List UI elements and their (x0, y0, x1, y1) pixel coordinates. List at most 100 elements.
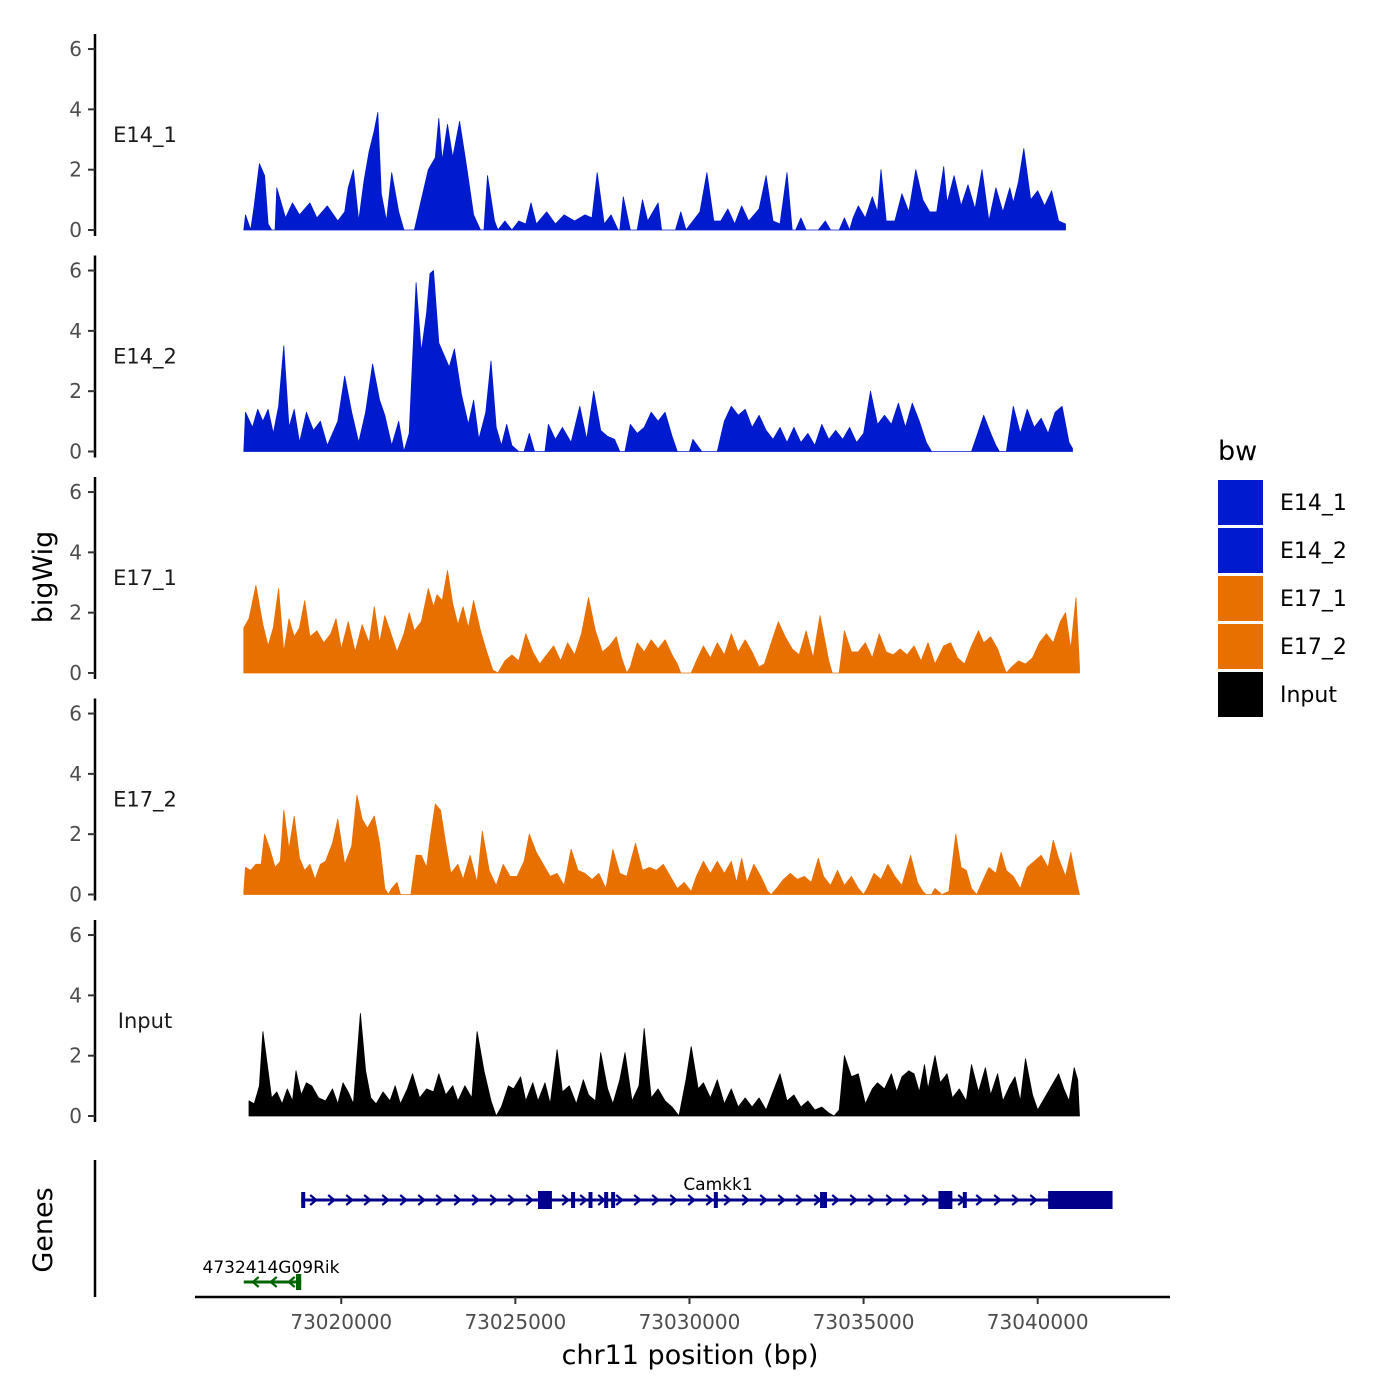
signal-area (243, 112, 1066, 231)
strand-arrow (741, 1194, 750, 1206)
strand-arrow (287, 1276, 296, 1288)
legend-label: E17_1 (1280, 587, 1347, 612)
gene-track: Camkk1 4732414G09Rik (93, 1160, 1113, 1297)
strand-arrow (993, 1194, 1002, 1206)
strand-arrow (525, 1194, 534, 1206)
strand-arrow (867, 1194, 876, 1206)
y-axis-title: bigWig (28, 531, 59, 624)
strand-arrow (687, 1194, 696, 1206)
signal-area (243, 794, 1080, 895)
strand-arrow (1011, 1194, 1020, 1206)
strand-arrow (507, 1194, 516, 1206)
gene-exon (820, 1192, 828, 1208)
x-tick-label: 73030000 (639, 1310, 741, 1334)
strand-arrow (471, 1194, 480, 1206)
strand-arrow (417, 1194, 426, 1206)
x-tick-label: 73035000 (813, 1310, 915, 1334)
strand-arrow (453, 1194, 462, 1206)
gene-name-label: Camkk1 (683, 1175, 752, 1195)
x-tick-label: 73040000 (987, 1310, 1089, 1334)
x-axis: 73020000 73025000 73030000 73035000 73040000 (195, 1295, 1170, 1334)
y-tick-label: 6 (69, 37, 82, 61)
y-tick-label: 6 (69, 702, 82, 726)
signal-area (248, 1013, 1080, 1117)
x-axis-title: chr11 position (bp) (562, 1340, 819, 1371)
strand-arrow (723, 1194, 732, 1206)
strand-arrow (561, 1194, 570, 1206)
legend-swatch (1218, 480, 1263, 525)
gene-exon (962, 1192, 967, 1208)
gene-exon (295, 1274, 302, 1290)
legend-swatch (1218, 672, 1263, 717)
signal-area (243, 570, 1080, 674)
gene-4732414G09Rik: 4732414G09Rik (203, 1258, 340, 1290)
track-label: Input (118, 1009, 172, 1033)
track-Input: 0 2 4 6 Input (69, 920, 1080, 1128)
strand-arrow (633, 1194, 642, 1206)
strand-arrow (1029, 1194, 1038, 1206)
y-tick-label: 0 (69, 440, 82, 464)
strand-arrow (669, 1194, 678, 1206)
x-tick-label: 73025000 (464, 1310, 566, 1334)
gene-exon (1048, 1191, 1113, 1209)
strand-arrow (381, 1194, 390, 1206)
y-tick-label: 2 (69, 822, 82, 846)
gene-name-label: 4732414G09Rik (203, 1258, 340, 1278)
strand-arrow (903, 1194, 912, 1206)
signal-tracks: 0 2 4 6 E14_1 0 2 4 6 E14_2 0 2 4 6 E17_1 0 2 4 6 E17_2 0 2 4 6… (69, 34, 1080, 1128)
y-tick-label: 0 (69, 661, 82, 685)
legend: bw E14_1 E14_2 E17_1 E17_2 Input (1218, 436, 1347, 717)
y-tick-label: 0 (69, 883, 82, 907)
strand-arrow (579, 1194, 588, 1206)
legend-label: E14_2 (1280, 539, 1347, 564)
y-tick-label: 4 (69, 540, 82, 564)
strand-arrow (251, 1276, 260, 1288)
legend-swatch (1218, 576, 1263, 621)
track-E17_1: 0 2 4 6 E17_1 (69, 477, 1080, 685)
track-E14_2: 0 2 4 6 E14_2 (69, 255, 1073, 464)
track-E17_2: 0 2 4 6 E17_2 (69, 698, 1080, 907)
legend-swatch (1218, 624, 1263, 669)
track-label: E14_2 (113, 345, 177, 370)
strand-arrow (615, 1194, 624, 1206)
track-label: E17_1 (113, 566, 177, 591)
legend-title: bw (1218, 436, 1257, 467)
y-tick-label: 0 (69, 1104, 82, 1128)
y-tick-label: 6 (69, 480, 82, 504)
gene-exon (537, 1191, 552, 1209)
x-tick-label: 73020000 (290, 1310, 392, 1334)
track-E14_1: 0 2 4 6 E14_1 (69, 34, 1066, 242)
strand-arrow (399, 1194, 408, 1206)
legend-label: E14_1 (1280, 491, 1347, 516)
strand-arrow (759, 1194, 768, 1206)
legend-label: Input (1280, 683, 1337, 708)
y-tick-label: 2 (69, 158, 82, 182)
strand-arrow (921, 1194, 930, 1206)
strand-arrow (363, 1194, 372, 1206)
track-label: E14_1 (113, 123, 177, 148)
strand-arrow (885, 1194, 894, 1206)
genes-axis-title: Genes (28, 1187, 59, 1272)
strand-arrow (489, 1194, 498, 1206)
strand-arrow (831, 1194, 840, 1206)
gene-exon (938, 1191, 953, 1209)
gene-exon (571, 1192, 576, 1208)
gene-exon (713, 1192, 718, 1208)
y-tick-label: 4 (69, 97, 82, 121)
gene-exon (611, 1192, 616, 1208)
gene-exon (301, 1192, 306, 1208)
y-tick-label: 4 (69, 762, 82, 786)
y-tick-label: 2 (69, 1044, 82, 1068)
gene-exon (604, 1192, 609, 1208)
y-tick-label: 2 (69, 379, 82, 403)
signal-area (243, 270, 1073, 452)
strand-arrow (651, 1194, 660, 1206)
strand-arrow (345, 1194, 354, 1206)
gene-exon (588, 1192, 593, 1208)
y-tick-label: 6 (69, 259, 82, 283)
strand-arrow (309, 1194, 318, 1206)
strand-arrow (269, 1276, 278, 1288)
y-tick-label: 4 (69, 983, 82, 1007)
strand-arrow (777, 1194, 786, 1206)
